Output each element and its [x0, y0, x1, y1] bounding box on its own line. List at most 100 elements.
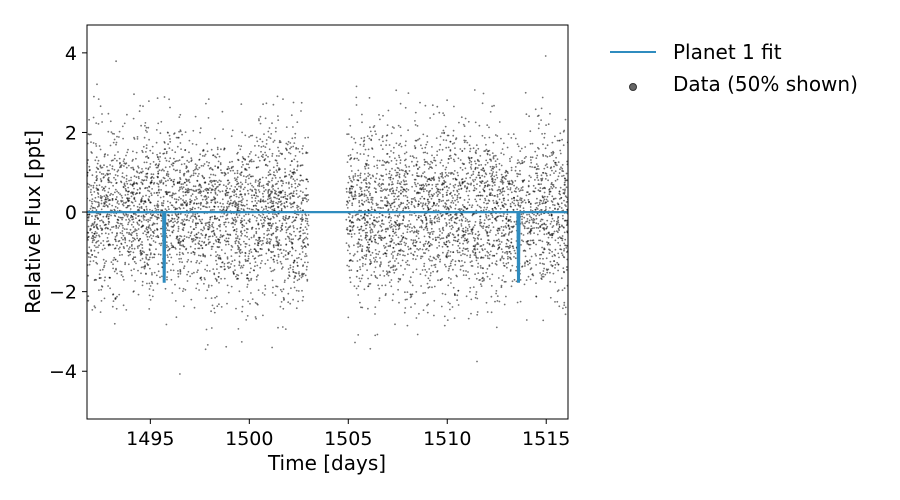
- data-point: [476, 167, 479, 169]
- data-point: [486, 255, 489, 257]
- data-point: [259, 181, 261, 184]
- data-point: [149, 285, 152, 287]
- data-point: [412, 198, 415, 200]
- data-point: [141, 284, 144, 287]
- data-point: [416, 160, 419, 163]
- data-point: [537, 168, 540, 170]
- data-point: [503, 197, 506, 200]
- data-point: [290, 146, 293, 149]
- data-point: [277, 146, 279, 149]
- data-point: [441, 148, 444, 151]
- data-point: [122, 202, 125, 204]
- data-point: [371, 222, 374, 225]
- data-point: [399, 162, 402, 164]
- data-point: [186, 214, 189, 217]
- data-point: [431, 161, 434, 164]
- data-point: [420, 215, 422, 218]
- data-point: [425, 271, 428, 273]
- data-point: [442, 205, 445, 208]
- data-point: [543, 132, 546, 135]
- data-point: [236, 172, 239, 175]
- data-point: [295, 146, 298, 149]
- data-point: [216, 181, 219, 184]
- data-point: [87, 133, 90, 136]
- data-point: [447, 158, 450, 160]
- data-point: [516, 143, 519, 146]
- data-point: [489, 231, 491, 234]
- data-point: [295, 307, 298, 310]
- data-point: [117, 151, 119, 153]
- data-point: [274, 222, 277, 225]
- data-point: [168, 229, 171, 232]
- data-point: [439, 161, 442, 164]
- data-point: [214, 183, 217, 186]
- data-point: [157, 263, 160, 266]
- data-point: [376, 167, 379, 169]
- data-point: [291, 254, 293, 257]
- data-point: [277, 119, 280, 121]
- data-point: [561, 289, 564, 292]
- data-point: [510, 238, 513, 240]
- data-point: [452, 178, 455, 180]
- data-point: [296, 121, 299, 123]
- data-point: [345, 187, 348, 190]
- data-point: [514, 187, 517, 190]
- data-point: [486, 232, 488, 235]
- data-point: [420, 144, 422, 147]
- data-point: [425, 184, 428, 187]
- data-point: [305, 228, 308, 231]
- data-point: [89, 256, 92, 259]
- data-point: [148, 100, 150, 102]
- data-point: [103, 195, 106, 198]
- data-point: [289, 196, 292, 199]
- data-point: [307, 136, 309, 139]
- data-point: [364, 167, 367, 170]
- data-point: [515, 269, 517, 272]
- data-point: [191, 272, 194, 275]
- data-point: [473, 254, 476, 256]
- data-point: [114, 205, 117, 208]
- data-point: [413, 156, 415, 159]
- data-point: [393, 271, 396, 274]
- data-point: [392, 255, 394, 257]
- data-point: [120, 200, 123, 203]
- data-point: [363, 143, 366, 146]
- data-point: [392, 177, 395, 180]
- data-point: [565, 186, 568, 189]
- data-point: [351, 185, 353, 188]
- data-point: [475, 291, 478, 293]
- data-point: [280, 262, 283, 265]
- data-point: [284, 328, 287, 330]
- data-point: [461, 260, 463, 262]
- data-point: [185, 180, 188, 183]
- data-point: [346, 133, 348, 136]
- data-point: [436, 220, 439, 223]
- data-point: [125, 180, 128, 183]
- data-point: [191, 206, 194, 209]
- data-point: [521, 215, 524, 218]
- data-point: [547, 123, 550, 126]
- data-point: [500, 137, 502, 140]
- data-point: [502, 181, 505, 184]
- data-point: [541, 223, 544, 226]
- data-point: [558, 229, 560, 232]
- data-point: [116, 218, 119, 221]
- data-point: [466, 254, 468, 257]
- data-point: [441, 277, 443, 280]
- data-point: [226, 262, 229, 264]
- data-point: [489, 158, 491, 161]
- data-point: [144, 230, 146, 233]
- data-point: [505, 262, 508, 265]
- data-point: [272, 141, 275, 143]
- data-point: [354, 175, 357, 177]
- data-point: [441, 132, 443, 134]
- data-point: [563, 301, 566, 304]
- data-point: [396, 195, 399, 198]
- data-point: [207, 286, 210, 288]
- data-point: [243, 229, 246, 232]
- data-point: [197, 231, 200, 234]
- data-point: [500, 164, 503, 167]
- data-point: [261, 216, 264, 219]
- data-point: [471, 213, 474, 216]
- data-point: [536, 197, 538, 200]
